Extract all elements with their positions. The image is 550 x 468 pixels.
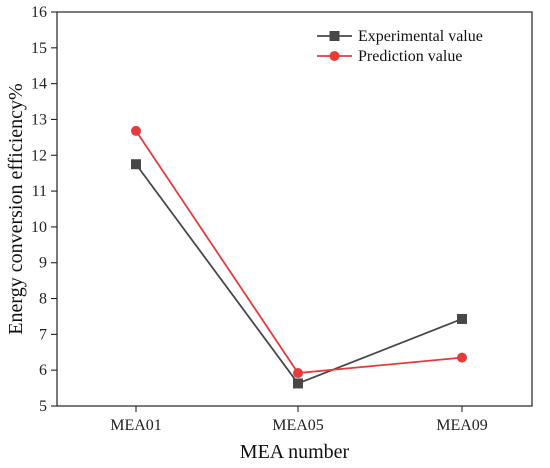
legend-label: Prediction value: [358, 48, 462, 65]
y-tick-label: 5: [39, 398, 47, 415]
y-tick-label: 12: [31, 147, 47, 164]
data-point: [457, 313, 467, 324]
y-tick-label: 8: [39, 291, 47, 308]
legend-item: Prediction value: [317, 48, 462, 65]
data-point: [293, 368, 303, 379]
y-axis-title: Energy conversion efficiency%: [5, 83, 27, 334]
data-point: [457, 352, 467, 363]
y-tick-label: 7: [39, 326, 47, 343]
y-tick-label: 15: [31, 40, 47, 57]
x-axis-ticks: MEA01 MEA05 MEA09: [110, 406, 488, 434]
y-tick-label: 16: [31, 4, 47, 21]
y-axis-ticks: 5 6 7 8 9 10 11 12 13 14 15 16: [31, 4, 57, 415]
x-tick-label: MEA09: [436, 417, 488, 434]
series-prediction: [131, 125, 467, 379]
x-tick-label: MEA05: [272, 417, 324, 434]
series-experimental: [131, 159, 467, 389]
data-point: [293, 378, 303, 389]
legend-marker: [329, 51, 340, 61]
legend-item: Experimental value: [317, 28, 483, 45]
y-tick-label: 13: [31, 111, 47, 128]
legend: Experimental value Prediction value: [317, 28, 483, 65]
x-tick-label: MEA01: [110, 417, 162, 434]
y-tick-label: 14: [31, 76, 47, 93]
y-tick-label: 10: [31, 219, 47, 236]
x-axis-title: MEA number: [240, 441, 350, 463]
y-tick-label: 9: [39, 255, 47, 272]
y-tick-label: 11: [32, 183, 47, 200]
series-layer: [131, 125, 467, 389]
y-tick-label: 6: [39, 362, 47, 379]
plot-frame: [56, 11, 533, 407]
legend-marker: [329, 31, 340, 41]
data-point: [131, 125, 141, 136]
legend-label: Experimental value: [358, 28, 483, 45]
data-point: [131, 159, 141, 170]
